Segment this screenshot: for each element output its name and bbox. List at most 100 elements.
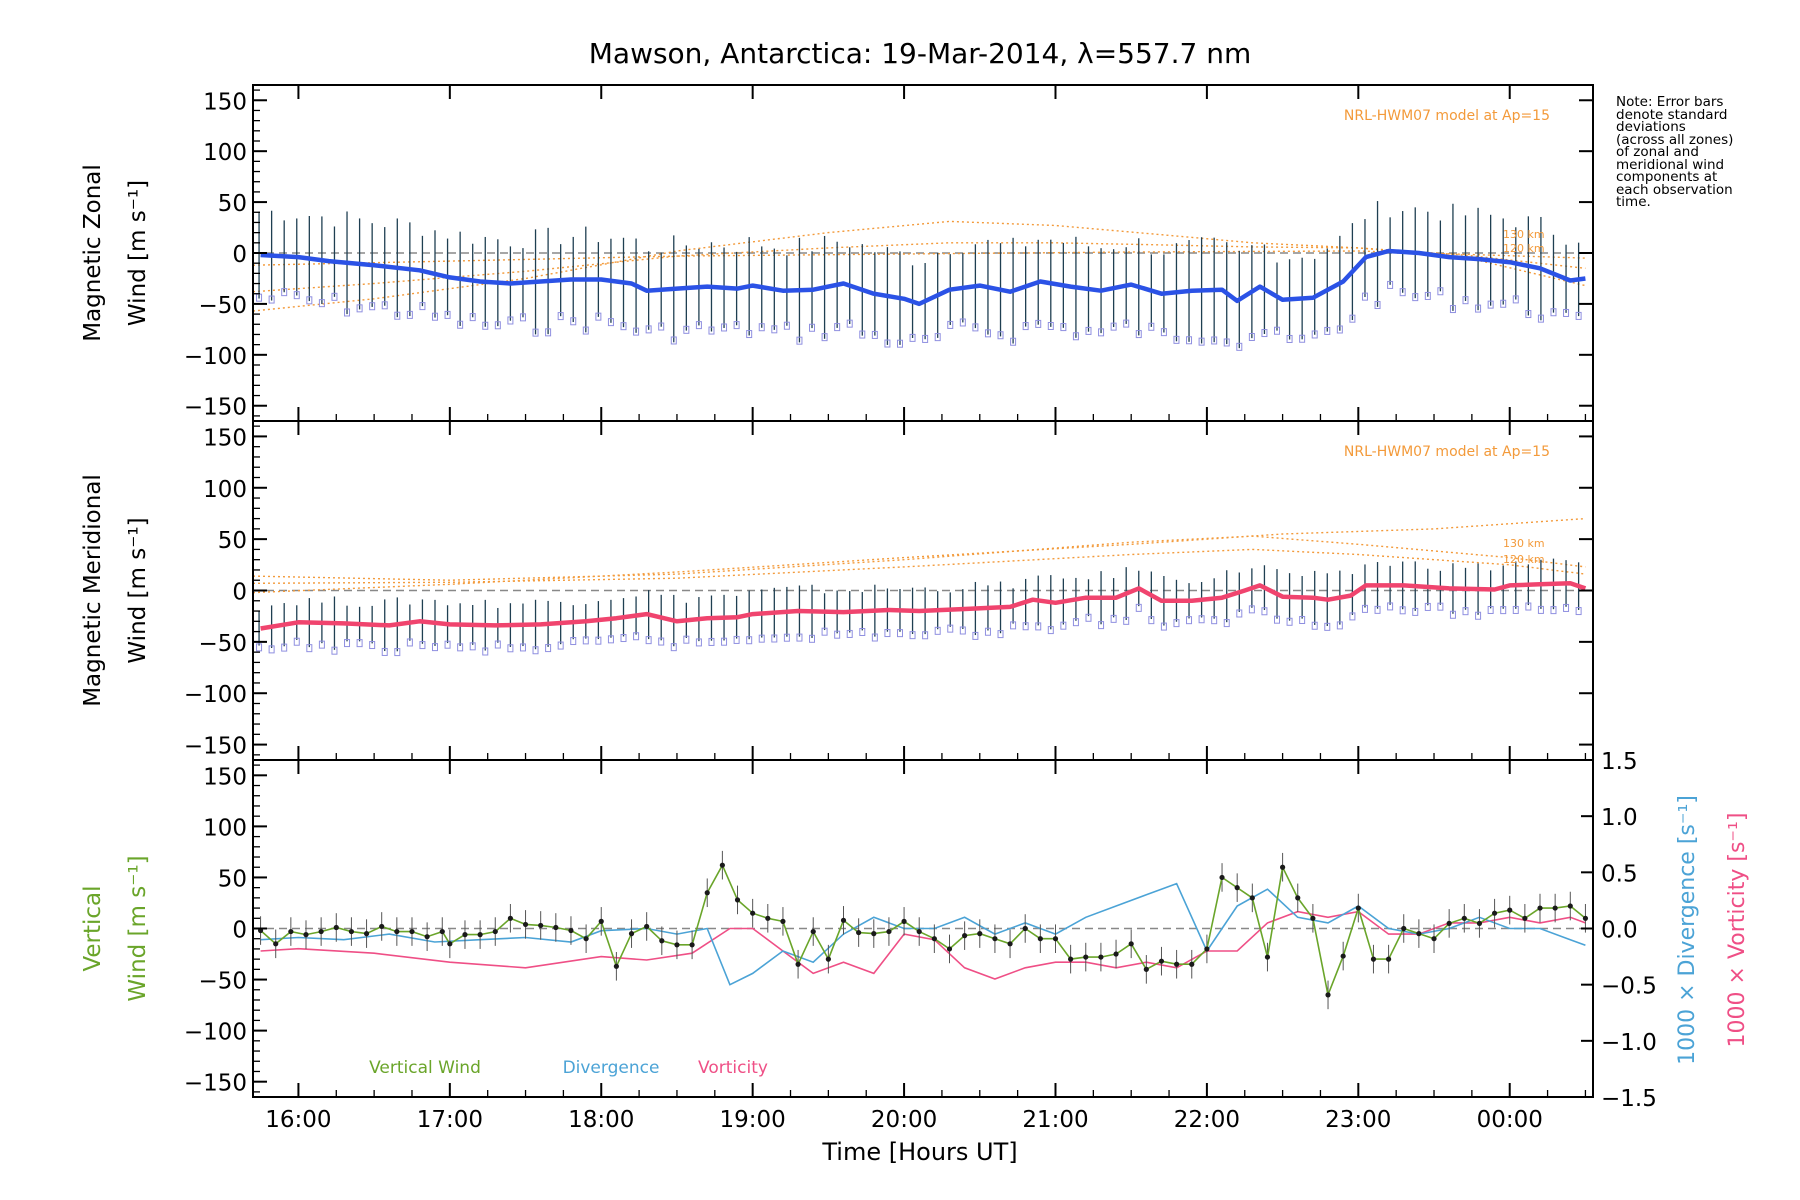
right-tick-label: 1.5 <box>1601 749 1638 775</box>
legend-entry: Vertical Wind <box>369 1058 481 1078</box>
y-tick-label: −150 <box>184 734 247 760</box>
vertical-wind-point <box>1507 907 1513 913</box>
zone-point <box>620 634 627 643</box>
vertical-wind-point <box>1083 954 1089 960</box>
zone-point <box>519 313 526 322</box>
zone-point <box>771 634 778 643</box>
vertical-wind-point <box>856 929 862 936</box>
vertical-wind-point <box>659 938 665 944</box>
y-tick-label: 100 <box>203 815 247 841</box>
zone-point <box>859 627 866 636</box>
zone-point <box>1047 626 1054 635</box>
zone-point <box>871 330 878 339</box>
vertical-wind-point <box>1491 910 1498 916</box>
vertical-wind-point <box>1189 961 1195 967</box>
zone-point <box>1349 612 1356 621</box>
right-tick-label: 0.0 <box>1601 918 1638 944</box>
model-curve <box>253 535 1586 581</box>
zone-point <box>331 646 338 655</box>
vertical-wind-point <box>628 931 635 937</box>
vertical-wind-point <box>1249 895 1255 901</box>
zone-point <box>595 636 602 645</box>
zone-point <box>1563 603 1570 612</box>
zone-point <box>1010 621 1017 630</box>
note-line: deviations <box>1616 119 1686 135</box>
y-tick-label: 50 <box>218 191 247 217</box>
y-axis-label-line1: Vertical <box>80 885 106 971</box>
x-axis-label: Time [Hours UT] <box>821 1138 1017 1166</box>
zone-point <box>809 634 816 643</box>
zone-point <box>1236 342 1243 351</box>
zone-point <box>796 336 803 345</box>
zone-point <box>645 325 652 334</box>
zone-point <box>1072 332 1079 341</box>
zone-point <box>507 316 514 325</box>
zone-point <box>482 647 489 656</box>
vertical-wind-point <box>734 897 741 903</box>
zone-point <box>746 636 753 645</box>
zone-point <box>683 635 690 644</box>
zone-point <box>620 322 627 331</box>
zone-point <box>733 321 740 330</box>
zone-point <box>1010 337 1017 346</box>
model-altitude-label: 120 km <box>1503 553 1545 566</box>
vertical-wind-point <box>568 927 574 934</box>
vertical-wind-point <box>1158 958 1165 964</box>
zone-point <box>695 321 702 330</box>
zone-point <box>1110 614 1117 623</box>
zone-point <box>344 308 351 317</box>
zone-point <box>545 328 552 337</box>
zone-point <box>909 631 916 640</box>
zone-point <box>783 321 790 330</box>
y-tick-label: −150 <box>184 395 247 421</box>
zone-point <box>457 643 464 652</box>
y-tick-label: 50 <box>218 528 247 554</box>
zone-point <box>721 637 728 646</box>
zone-point <box>1198 615 1205 624</box>
zone-point <box>1035 319 1042 328</box>
zone-point <box>293 637 300 646</box>
zone-point <box>721 323 728 332</box>
y-axis-label-line2: Wind [m s⁻¹] <box>125 180 151 326</box>
zone-point <box>494 321 501 330</box>
zone-point <box>256 643 263 652</box>
zone-point <box>1123 616 1130 625</box>
zone-point <box>1186 336 1193 345</box>
zone-point <box>658 637 665 646</box>
vertical-wind-point <box>1037 936 1043 942</box>
zone-point <box>859 330 866 339</box>
zone-point <box>1123 319 1130 328</box>
zone-point <box>444 640 451 649</box>
zone-point <box>1537 605 1544 614</box>
vertical-wind-point <box>946 946 953 952</box>
zone-point <box>1085 613 1092 622</box>
vertical-wind-point <box>348 928 355 935</box>
vertical-wind-point <box>674 942 680 948</box>
zone-point <box>796 633 803 642</box>
vertical-wind-point <box>1461 915 1467 921</box>
zone-point <box>281 288 288 297</box>
x-tick-label: 00:00 <box>1477 1107 1543 1133</box>
zone-point <box>532 646 539 655</box>
vertical-wind-point <box>795 961 801 967</box>
zone-point <box>1361 604 1368 613</box>
vertical-wind-point <box>1522 915 1528 921</box>
zone-point <box>293 291 300 300</box>
zone-point <box>1299 334 1306 343</box>
vertical-wind-point <box>1537 905 1543 911</box>
zone-point <box>658 322 665 331</box>
zone-point <box>708 326 715 335</box>
vertical-wind-point <box>1295 895 1301 901</box>
vertical-wind-point <box>1340 953 1346 959</box>
y-tick-label: −150 <box>184 1071 247 1097</box>
x-tick-label: 23:00 <box>1325 1107 1391 1133</box>
zone-point <box>318 299 325 308</box>
vertical-wind-point <box>977 931 983 937</box>
note-line: components at <box>1616 169 1718 185</box>
note-line: denote standard <box>1616 106 1728 123</box>
y-tick-label: 50 <box>218 866 247 892</box>
zone-point <box>821 627 828 636</box>
vertical-wind-point <box>522 921 529 928</box>
zone-point <box>482 321 489 330</box>
vertical-wind-point <box>273 941 279 947</box>
